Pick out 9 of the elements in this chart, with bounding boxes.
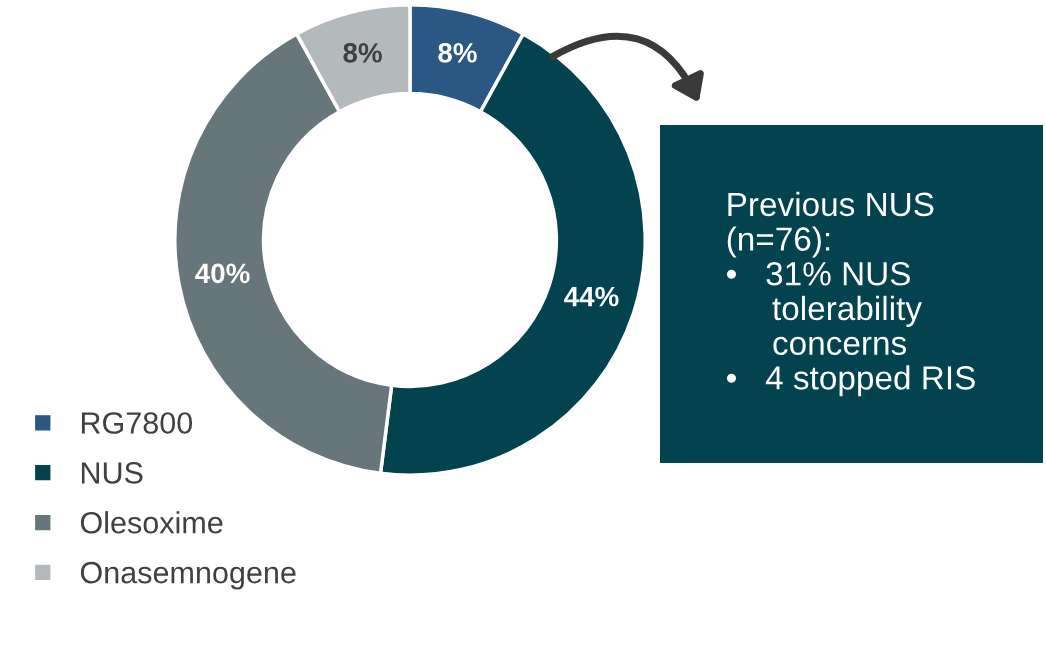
text: Previous NUS (n=76): • 31% NUS tolerability concerns • 4 stopped RIS xyxy=(726,191,975,397)
legend-label: NUS xyxy=(81,462,143,484)
legend-label: Onasemnogene xyxy=(80,561,296,590)
data-label: 8% xyxy=(343,42,382,63)
data-label: 8% xyxy=(438,42,477,63)
data-label: 44% xyxy=(564,286,619,307)
data-label: 40% xyxy=(195,263,250,284)
legend-label: RG7800 xyxy=(81,412,193,434)
legend-label: Olesoxime xyxy=(80,511,223,534)
